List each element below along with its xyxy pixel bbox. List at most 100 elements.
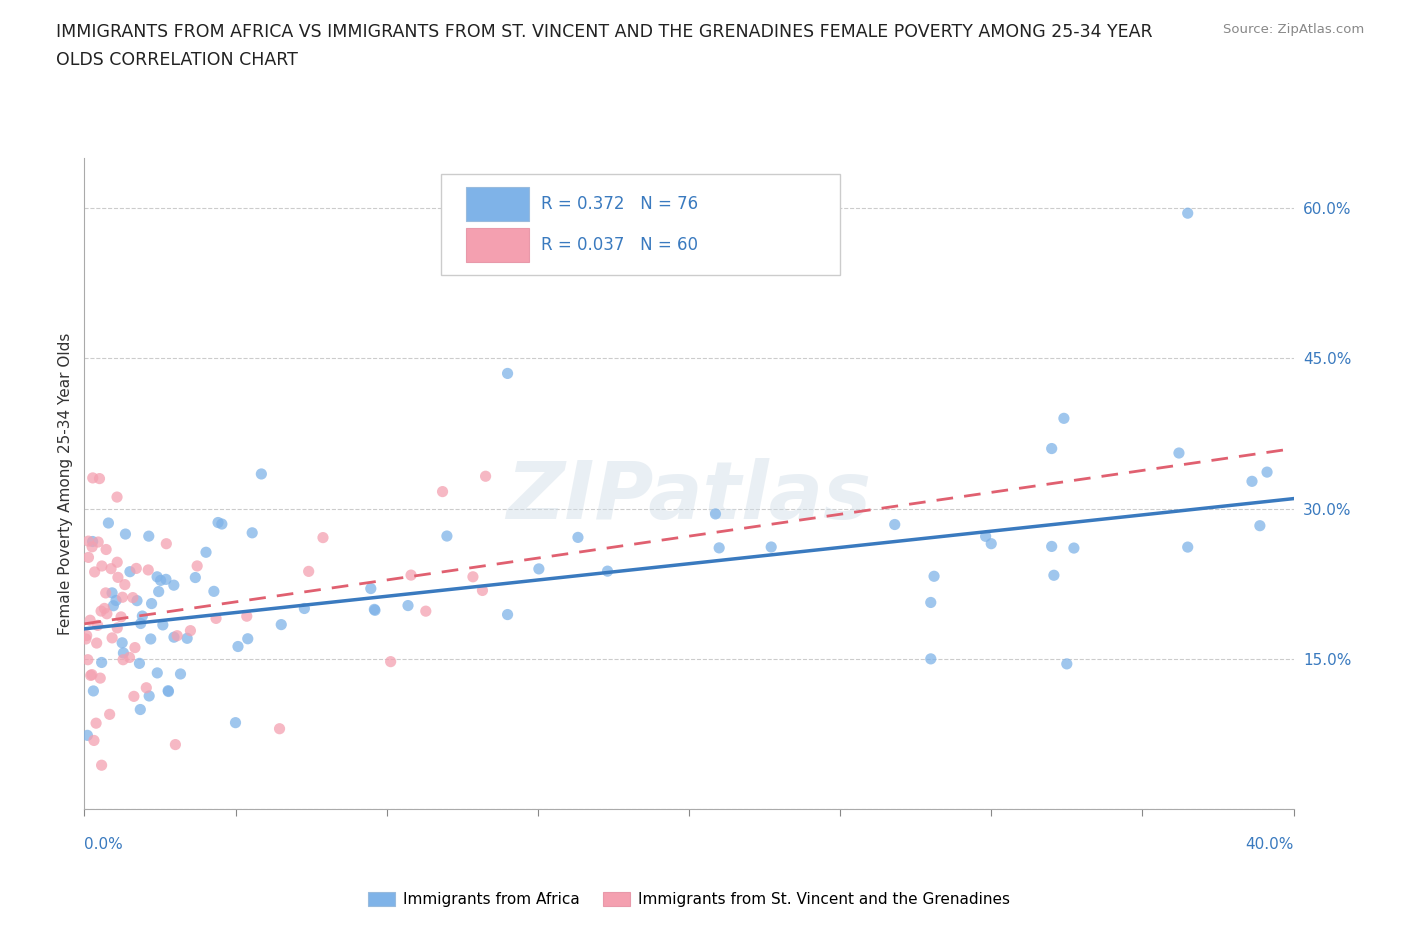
Point <box>363 602 385 617</box>
Point <box>77 550 100 565</box>
Point <box>312 530 335 545</box>
Point <box>1177 539 1199 554</box>
Point <box>90 604 112 618</box>
Point <box>980 537 1002 551</box>
Text: R = 0.372   N = 76: R = 0.372 N = 76 <box>541 195 699 213</box>
Point <box>114 578 136 592</box>
Point <box>114 526 136 541</box>
Point <box>1040 441 1063 456</box>
Text: ZIPatlas: ZIPatlas <box>506 458 872 536</box>
Point <box>112 645 135 660</box>
Point <box>432 485 454 499</box>
Point <box>974 529 997 544</box>
Point <box>103 598 125 613</box>
Point <box>292 601 315 616</box>
Point <box>146 666 169 681</box>
Point <box>165 737 187 752</box>
Point <box>436 528 458 543</box>
Text: IMMIGRANTS FROM AFRICA VS IMMIGRANTS FROM ST. VINCENT AND THE GRENADINES FEMALE : IMMIGRANTS FROM AFRICA VS IMMIGRANTS FRO… <box>56 23 1153 41</box>
Point <box>94 542 117 557</box>
Point <box>82 534 104 549</box>
Point <box>76 728 98 743</box>
Point <box>97 515 120 530</box>
Text: OLDS CORRELATION CHART: OLDS CORRELATION CHART <box>56 51 298 69</box>
Point <box>89 472 111 486</box>
Point <box>129 616 152 631</box>
Point <box>83 733 105 748</box>
Point <box>184 570 207 585</box>
Point <box>128 656 150 671</box>
Point <box>80 668 103 683</box>
Point <box>396 598 419 613</box>
Point <box>82 539 104 554</box>
Point <box>93 601 115 616</box>
Point <box>163 578 186 592</box>
Point <box>236 631 259 646</box>
Point <box>709 540 731 555</box>
Point <box>76 652 98 667</box>
Text: R = 0.037   N = 60: R = 0.037 N = 60 <box>541 235 699 254</box>
Point <box>94 586 117 601</box>
Point <box>105 593 128 608</box>
Point <box>496 366 519 381</box>
Point <box>240 525 263 540</box>
FancyBboxPatch shape <box>467 188 529 221</box>
Point <box>80 667 103 682</box>
Point <box>152 618 174 632</box>
Point <box>298 564 321 578</box>
Point <box>110 609 132 624</box>
Point <box>496 607 519 622</box>
Point <box>474 469 496 484</box>
Legend: Immigrants from Africa, Immigrants from St. Vincent and the Grenadines: Immigrants from Africa, Immigrants from … <box>361 885 1017 913</box>
Point <box>146 569 169 584</box>
Point <box>202 584 225 599</box>
Point <box>1053 411 1076 426</box>
Point <box>226 639 249 654</box>
Point <box>124 640 146 655</box>
Text: Source: ZipAtlas.com: Source: ZipAtlas.com <box>1223 23 1364 36</box>
Point <box>166 629 188 644</box>
Point <box>107 570 129 585</box>
Point <box>596 564 619 578</box>
Point <box>920 595 942 610</box>
Point <box>415 604 437 618</box>
Point <box>1240 474 1263 489</box>
Point <box>250 467 273 482</box>
Point <box>101 585 124 600</box>
Point <box>131 608 153 623</box>
Point <box>86 635 108 650</box>
Point <box>87 535 110 550</box>
Point <box>125 593 148 608</box>
Point <box>149 573 172 588</box>
Point <box>157 684 180 699</box>
Point <box>82 684 104 698</box>
Point <box>883 517 905 532</box>
Text: 0.0%: 0.0% <box>84 837 124 852</box>
Text: 40.0%: 40.0% <box>1246 837 1294 852</box>
Point <box>138 688 160 703</box>
Point <box>1043 568 1066 583</box>
Point <box>141 596 163 611</box>
Y-axis label: Female Poverty Among 25-34 Year Olds: Female Poverty Among 25-34 Year Olds <box>58 332 73 635</box>
Point <box>118 650 141 665</box>
Point <box>1256 465 1278 480</box>
Point <box>98 707 121 722</box>
Point <box>567 530 589 545</box>
Point <box>1063 540 1085 555</box>
Point <box>121 591 143 605</box>
Point <box>155 537 177 551</box>
Point <box>111 590 134 604</box>
Point <box>101 631 124 645</box>
Point <box>1168 445 1191 460</box>
Point <box>135 681 157 696</box>
Point <box>83 565 105 579</box>
Point <box>90 655 112 670</box>
Point <box>148 584 170 599</box>
Point <box>920 651 942 666</box>
Point <box>1249 518 1271 533</box>
Point <box>111 635 134 650</box>
Point <box>90 559 112 574</box>
Point <box>186 559 208 574</box>
Point <box>84 716 107 731</box>
Point <box>380 654 402 669</box>
